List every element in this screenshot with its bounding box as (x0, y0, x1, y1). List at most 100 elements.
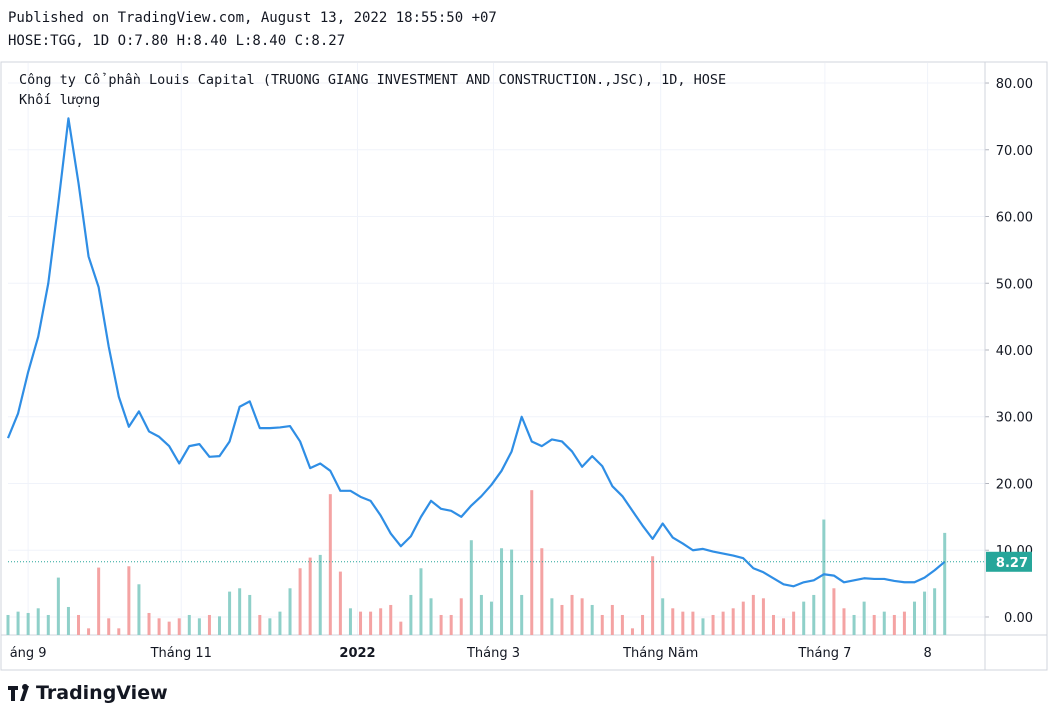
volume-bar (207, 614, 211, 635)
volume-bar (328, 494, 332, 635)
volume-bar (379, 608, 383, 635)
volume-bar (157, 618, 161, 635)
logo: TradingView (8, 682, 168, 704)
volume-bar (651, 556, 655, 635)
volume-bar (228, 591, 232, 635)
volume-bar (832, 588, 836, 635)
plot: 0.0010.0020.0030.0040.0050.0060.0070.008… (1, 62, 1047, 670)
volume-bar (117, 628, 121, 635)
volume-bar (429, 598, 433, 635)
volume-bar (741, 601, 745, 635)
volume-bar (721, 611, 725, 635)
logo-text: TradingView (36, 682, 168, 704)
volume-bar (6, 614, 10, 635)
volume-bar (681, 611, 685, 635)
y-tick-label: 40.00 (996, 344, 1033, 359)
volume-bar (16, 611, 20, 635)
volume-bar (751, 594, 755, 635)
volume-bar (792, 611, 796, 635)
volume-bar (802, 601, 806, 635)
volume-bar (882, 611, 886, 635)
volume-bar (439, 614, 443, 635)
volume-bar (731, 608, 735, 635)
volume-bar (902, 611, 906, 635)
volume-bar (661, 598, 665, 635)
volume-bar (66, 606, 70, 635)
volume-bar (97, 567, 101, 635)
volume-bar (862, 601, 866, 635)
volume-bar (348, 608, 352, 635)
volume-bar (36, 608, 40, 635)
volume-bar (288, 588, 292, 635)
volume-bar (479, 594, 483, 635)
y-tick-label: 70.00 (996, 144, 1033, 159)
symbol-info: HOSE:TGG, 1D O:7.80 H:8.40 L:8.40 C:8.27 (8, 33, 345, 49)
volume-bar (510, 549, 514, 635)
volume-bar (630, 628, 634, 635)
volume-bar (610, 604, 614, 635)
volume-bar (268, 618, 272, 635)
x-tick-label: Tháng Năm (622, 646, 698, 661)
volume-bar (449, 614, 453, 635)
x-tick-label: 2022 (339, 646, 375, 661)
volume-bar (56, 577, 60, 635)
chart-frame (0, 61, 1048, 671)
volume-bar (469, 540, 473, 635)
volume-bar (782, 618, 786, 635)
volume-bar (147, 612, 151, 635)
volume-bar (218, 616, 222, 635)
volume-bar (711, 614, 715, 635)
y-tick-label: 50.00 (996, 277, 1033, 292)
volume-bar (359, 611, 363, 635)
volume-bar (409, 594, 413, 635)
volume-bar (923, 591, 927, 635)
published: Published on TradingView.com, August 13,… (8, 10, 497, 26)
x-tick-label: Tháng 7 (797, 646, 851, 661)
volume-bar (127, 566, 131, 635)
x-tick-label: 8 (923, 646, 931, 661)
volume-bar (197, 618, 201, 635)
volume-bar (641, 614, 645, 635)
volume-bar (530, 490, 534, 635)
volume-bar (419, 568, 423, 635)
volume-bar (872, 614, 876, 635)
volume-bar (590, 604, 594, 635)
volume-bar (771, 614, 775, 635)
volume-bar (26, 612, 30, 635)
logo-icon (8, 684, 29, 701)
volume-bar (812, 594, 816, 635)
volume-bar (389, 604, 393, 635)
legend-volume: Khối lượng (19, 92, 100, 108)
volume-bar (489, 601, 493, 635)
y-tick-label: 30.00 (996, 411, 1033, 426)
volume-bar (570, 594, 574, 635)
y-tick-label: 0.00 (1004, 611, 1033, 626)
volume-bar (691, 611, 695, 635)
volume-bar (671, 608, 675, 635)
y-tick-label: 60.00 (996, 211, 1033, 226)
volume-bar (580, 598, 584, 635)
legend-series: Công ty Cổ phần Louis Capital (TRUONG GI… (19, 72, 726, 88)
volume-bar (77, 614, 81, 635)
y-tick-label: 80.00 (996, 77, 1033, 92)
volume-bar (943, 532, 947, 635)
volume-bar (177, 618, 181, 635)
last-price-label: 8.27 (996, 556, 1028, 571)
volume-bar (550, 598, 554, 635)
volume-bar (822, 519, 826, 635)
volume-bar (308, 557, 312, 635)
volume-bar (701, 618, 705, 635)
volume-bar (278, 611, 282, 635)
y-tick-label: 20.00 (996, 477, 1033, 492)
volume-bar (560, 604, 564, 635)
last-price-box (986, 551, 1032, 572)
x-tick-label: Tháng 11 (150, 646, 212, 661)
volume-bar (520, 594, 524, 635)
volume-bar (620, 614, 624, 635)
x-tick-label: áng 9 (10, 646, 47, 661)
volume-bar (933, 588, 937, 635)
volume-bar (459, 598, 463, 635)
volume-bar (46, 614, 50, 635)
volume-bar (500, 548, 504, 635)
